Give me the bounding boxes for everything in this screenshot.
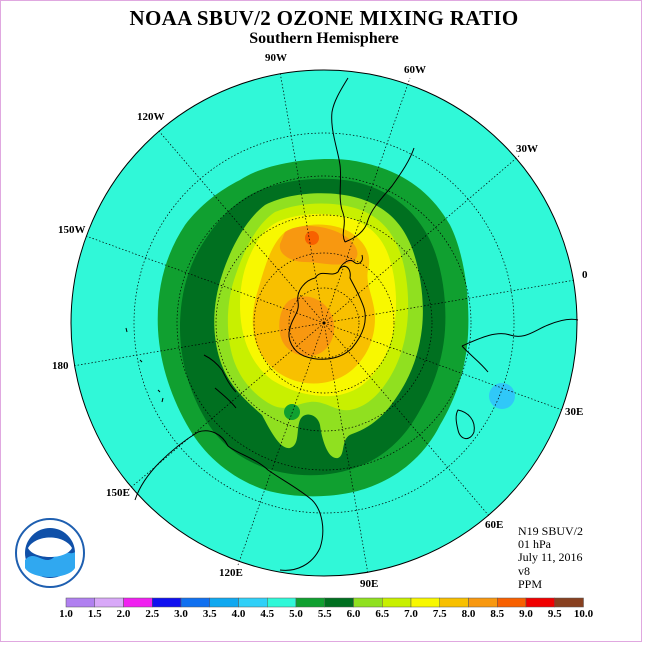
noaa-logo-text: NOAA (34, 543, 66, 555)
colorbar-swatch (94, 597, 124, 608)
latitude-circles (133, 132, 515, 514)
colorbar-swatch (410, 597, 440, 608)
colorbar-swatch (295, 597, 325, 608)
colorbar-swatch (324, 597, 354, 608)
australia-coast (134, 430, 324, 571)
colorbar-swatch (554, 597, 584, 608)
lon-label-30e: 30E (565, 406, 583, 418)
colorbar-swatch (439, 597, 469, 608)
low-ozone-spot (489, 383, 515, 409)
ozone-field (157, 159, 515, 497)
lon-label-180: 180 (52, 360, 69, 372)
lon-label-90e: 90E (360, 578, 378, 590)
colorbar-swatch (353, 597, 383, 608)
info-units: PPM (518, 576, 543, 591)
lon-label-120w: 120W (137, 111, 165, 123)
lon-label-120e: 120E (219, 567, 243, 579)
lon-label-90w: 90W (265, 52, 287, 64)
info-date: July 11, 2016 (518, 550, 583, 565)
meridians (72, 71, 576, 575)
colorbar-swatch (525, 597, 555, 608)
colorbar-label: 7.0 (404, 608, 418, 620)
lon-label-30w: 30W (516, 143, 538, 155)
south-pole-marker (322, 321, 326, 325)
antarctic-peninsula (337, 254, 363, 273)
noaa-logo: NOAA (15, 518, 85, 588)
lon-label-150e: 150E (106, 487, 130, 499)
colorbar-swatch (123, 597, 153, 608)
colorbar-swatch (209, 597, 239, 608)
colorbar-label: 8.5 (490, 608, 504, 620)
colorbar-label: 8.0 (462, 608, 476, 620)
colorbar-label: 1.5 (88, 608, 102, 620)
colorbar-swatch (238, 597, 268, 608)
africa-coast (461, 318, 579, 373)
colorbar: 1.0 1.5 2.0 2.5 3.0 3.5 4.0 4.5 5.0 5.5 6.0 6.5 7.0 7… (59, 597, 594, 620)
coastlines (125, 77, 579, 571)
contour-5-0-spot (284, 404, 300, 420)
colorbar-label: 5.0 (289, 608, 303, 620)
colorbar-label: 9.5 (548, 608, 562, 620)
colorbar-label: 3.0 (174, 608, 188, 620)
lon-label-60w: 60W (404, 64, 426, 76)
colorbar-label: 6.0 (347, 608, 361, 620)
colorbar-swatch (382, 597, 412, 608)
lon-label-0: 0 (582, 269, 588, 281)
info-version: v8 (518, 563, 530, 578)
map-subtitle: Southern Hemisphere (249, 30, 399, 47)
info-block: N19 SBUV/2 01 hPa July 11, 2016 v8 PPM (518, 524, 584, 591)
colorbar-swatch (65, 597, 95, 608)
antarctica-coast (288, 265, 366, 360)
madagascar-coast (455, 409, 475, 439)
colorbar-label: 4.5 (260, 608, 274, 620)
colorbar-swatch (267, 597, 297, 608)
colorbar-label: 2.0 (117, 608, 131, 620)
colorbar-label: 4.0 (232, 608, 246, 620)
colorbar-swatch (497, 597, 527, 608)
colorbar-label: 3.5 (203, 608, 217, 620)
colorbar-label: 1.0 (59, 608, 73, 620)
new-zealand-coast (203, 354, 237, 409)
info-level: 01 hPa (518, 537, 551, 552)
colorbar-label: 9.0 (519, 608, 533, 620)
south-america-coast (331, 77, 415, 243)
colorbar-swatch (468, 597, 498, 608)
colorbar-swatch (180, 597, 210, 608)
lon-label-60e: 60E (485, 519, 503, 531)
colorbar-label: 6.5 (375, 608, 389, 620)
colorbar-label: 2.5 (145, 608, 159, 620)
info-satellite: N19 SBUV/2 (518, 524, 584, 538)
colorbar-label: 7.5 (433, 608, 447, 620)
contour-8-0-north (279, 226, 358, 265)
contour-8-5 (305, 231, 319, 245)
lon-label-150w: 150W (58, 224, 86, 236)
islands (125, 327, 164, 403)
colorbar-label: 10.0 (574, 608, 594, 620)
map-title: NOAA SBUV/2 OZONE MIXING RATIO (129, 6, 519, 30)
colorbar-label: 5.5 (318, 608, 332, 620)
colorbar-swatch (152, 597, 182, 608)
